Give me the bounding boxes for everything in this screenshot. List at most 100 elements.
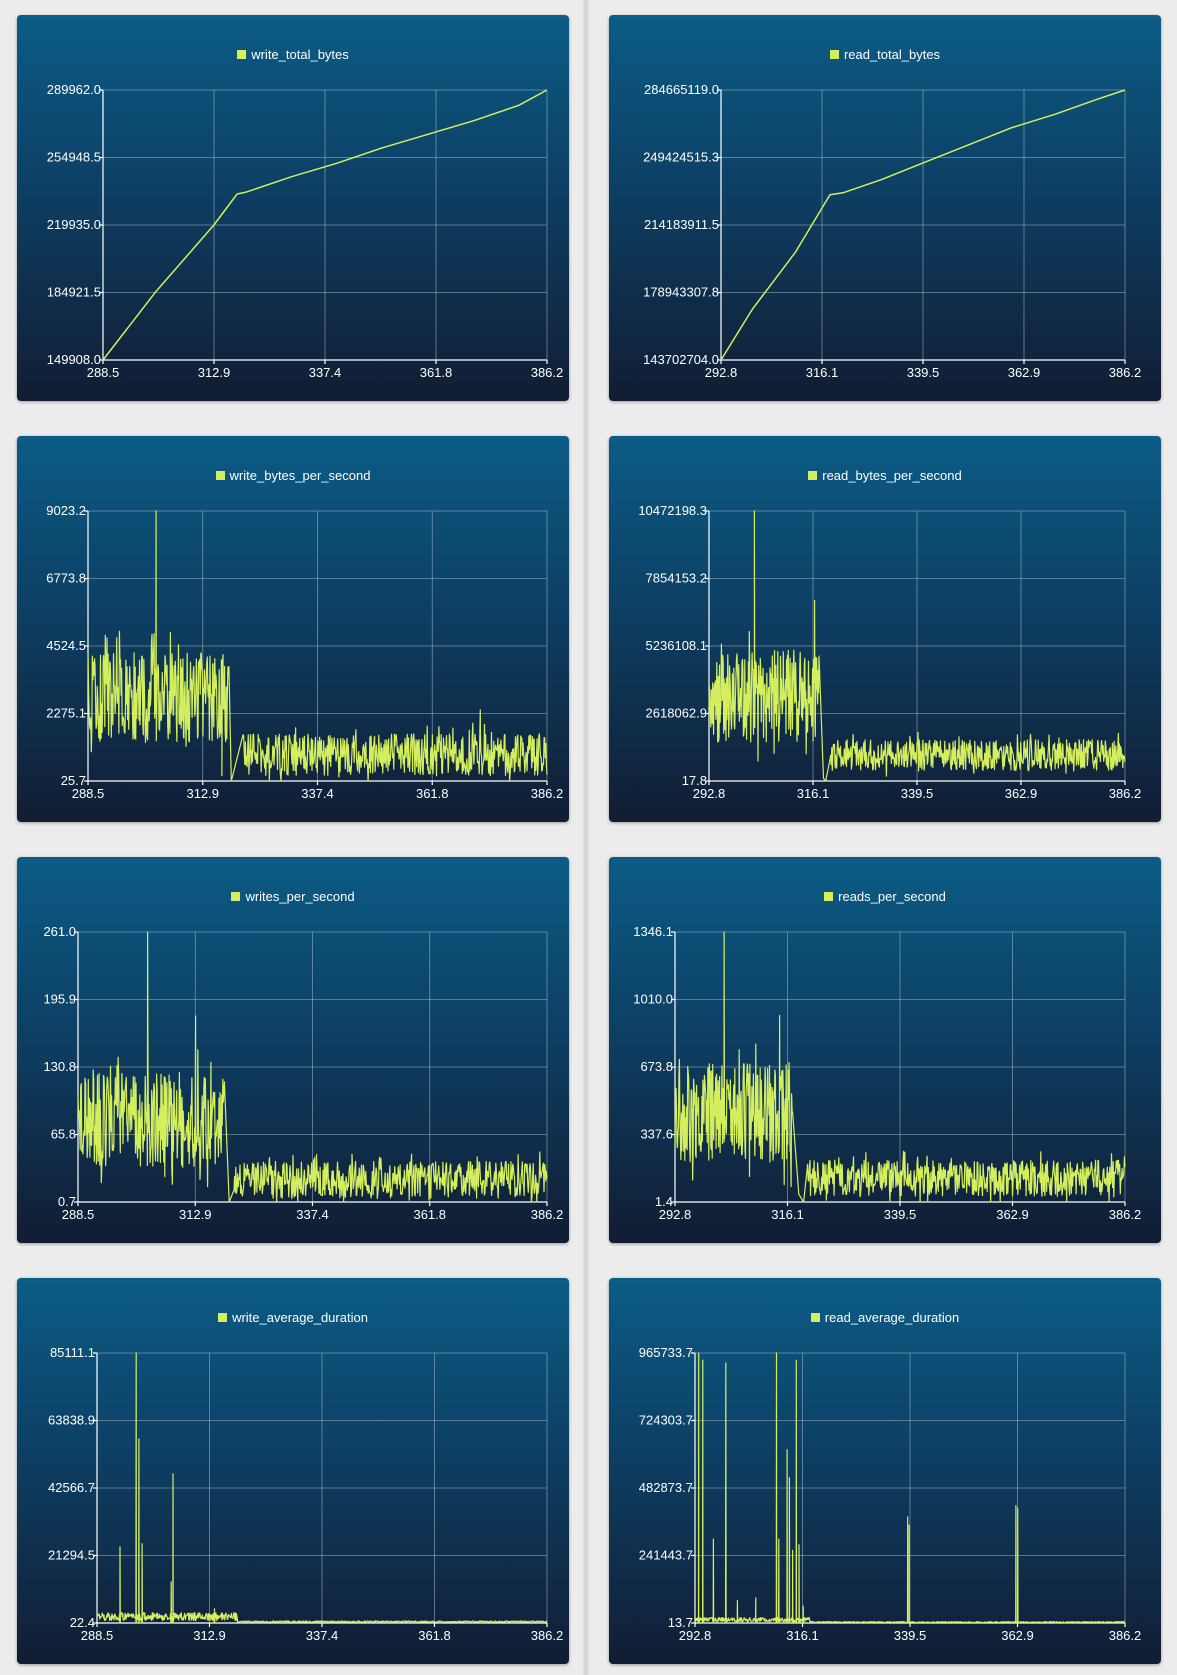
chart-plot: 17.8 2618062.9 5236108.1 7854153.2 10472198.…	[638, 503, 1142, 801]
y-tick-label: 85111.1	[50, 1345, 95, 1360]
x-tick-label: 288.5	[81, 1628, 114, 1643]
x-tick-label: 386.2	[1109, 786, 1142, 801]
chart-plot: 13.7 241443.7 482873.7 724303.7 965733.7 292.…	[639, 1345, 1142, 1643]
legend-swatch-icon	[810, 1313, 820, 1322]
y-tick-label: 482873.7	[639, 1480, 693, 1495]
legend-swatch-icon	[808, 471, 818, 480]
series-line-read_bytes_per_second	[708, 510, 1126, 782]
chart-legend: writes_per_second	[17, 889, 569, 905]
chart-card-read-bytes-per-second: read_bytes_per_second 17.8 2618062.9 52361…	[609, 436, 1161, 822]
x-tick-label: 316.1	[786, 1628, 819, 1643]
legend-swatch-icon	[824, 892, 834, 901]
series-line-write_total_bytes	[102, 89, 548, 361]
series-line-write_average_duration	[96, 1352, 548, 1624]
chart-legend: reads_per_second	[609, 889, 1161, 905]
chart-plot: 25.7 2275.1 4524.5 6773.8 9023.2 288.5 312.9 33…	[46, 503, 564, 801]
y-tick-label: 13.7	[668, 1615, 693, 1630]
chart-card-reads-per-second: reads_per_second 1.4 337.6 673.8 1010.0 1346…	[609, 857, 1161, 1243]
legend-swatch-icon	[218, 1313, 228, 1322]
chart-card-writes-per-second: writes_per_second 0.7 65.8 130.8 195.9 261.0…	[17, 857, 569, 1243]
chart-card-write-average-duration: write_average_duration 22.4 21294.5 42566.…	[17, 1278, 569, 1664]
x-tick-label: 362.9	[1008, 365, 1041, 380]
legend-label: writes_per_second	[245, 889, 355, 904]
chart-card-read-average-duration: read_average_duration 13.7 241443.7 482873…	[609, 1278, 1161, 1664]
x-tick-label: 312.9	[179, 1207, 212, 1222]
series-line-write_bytes_per_second	[87, 510, 548, 782]
series-line-read_average_duration	[694, 1352, 1126, 1624]
x-tick-label: 312.9	[193, 1628, 226, 1643]
legend-swatch-icon	[215, 471, 225, 480]
chart-legend: write_average_duration	[17, 1310, 569, 1326]
y-tick-label: 21294.5	[48, 1548, 95, 1563]
y-tick-label: 1.4	[655, 1194, 673, 1209]
chart-legend: write_total_bytes	[17, 47, 569, 63]
x-tick-label: 337.4	[309, 365, 342, 380]
chart-plot: 143702704.0 178943307.8 214183911.5 2494245…	[643, 82, 1141, 380]
x-tick-label: 288.5	[72, 786, 105, 801]
x-tick-label: 362.9	[1005, 786, 1038, 801]
y-tick-label: 149908.0	[47, 352, 101, 367]
chart-legend: read_average_duration	[609, 1310, 1161, 1326]
y-tick-label: 178943307.8	[643, 285, 719, 300]
x-tick-label: 292.8	[693, 786, 726, 801]
x-tick-label: 362.9	[1001, 1628, 1034, 1643]
y-tick-label: 1010.0	[633, 992, 673, 1007]
x-tick-label: 292.8	[659, 1207, 692, 1222]
series-line-reads_per_second	[674, 931, 1126, 1203]
x-tick-label: 361.8	[416, 786, 449, 801]
x-tick-label: 312.9	[186, 786, 219, 801]
x-tick-label: 339.5	[901, 786, 934, 801]
y-tick-label: 130.8	[43, 1059, 76, 1074]
legend-swatch-icon	[829, 50, 839, 59]
x-tick-label: 288.5	[87, 365, 120, 380]
x-tick-label: 312.9	[198, 365, 231, 380]
x-tick-label: 386.2	[531, 1207, 564, 1222]
x-tick-label: 316.1	[806, 365, 839, 380]
y-tick-label: 214183911.5	[644, 217, 719, 232]
y-tick-label: 219935.0	[47, 217, 101, 232]
chart-plot: 0.7 65.8 130.8 195.9 261.0 288.5 312.9 337.4 361…	[43, 924, 564, 1222]
y-tick-label: 337.6	[640, 1127, 673, 1142]
y-tick-label: 965733.7	[639, 1345, 693, 1360]
x-tick-label: 339.5	[894, 1628, 927, 1643]
legend-label: write_average_duration	[232, 1310, 368, 1325]
x-tick-label: 362.9	[996, 1207, 1029, 1222]
x-tick-label: 292.8	[679, 1628, 712, 1643]
y-tick-label: 10472198.3	[638, 503, 707, 518]
x-tick-label: 288.5	[62, 1207, 95, 1222]
legend-label: reads_per_second	[838, 889, 946, 904]
chart-card-write-bytes-per-second: write_bytes_per_second 25.7 2275.1 4524.5 6…	[17, 436, 569, 822]
x-tick-label: 316.1	[797, 786, 830, 801]
y-tick-label: 22.4	[70, 1615, 95, 1630]
legend-label: write_bytes_per_second	[229, 468, 371, 483]
y-tick-label: 249424515.3	[643, 150, 719, 165]
y-tick-label: 25.7	[61, 773, 86, 788]
x-tick-label: 339.5	[907, 365, 940, 380]
y-tick-label: 284665119.0	[644, 82, 719, 97]
chart-legend: write_bytes_per_second	[17, 468, 569, 484]
x-tick-label: 386.2	[1109, 1628, 1142, 1643]
y-tick-label: 254948.5	[47, 150, 101, 165]
x-tick-label: 339.5	[884, 1207, 917, 1222]
x-tick-label: 337.4	[306, 1628, 339, 1643]
x-tick-label: 316.1	[771, 1207, 804, 1222]
chart-plot: 1.4 337.6 673.8 1010.0 1346.1 292.8 316.1 339.5…	[633, 924, 1141, 1222]
legend-label: read_total_bytes	[843, 47, 941, 62]
chart-plot: 22.4 21294.5 42566.7 63838.9 85111.1 288.5 312…	[48, 1345, 563, 1643]
y-tick-label: 143702704.0	[643, 352, 719, 367]
x-tick-label: 337.4	[301, 786, 334, 801]
legend-label: read_bytes_per_second	[822, 468, 962, 483]
x-tick-label: 386.2	[531, 365, 564, 380]
x-tick-label: 386.2	[531, 786, 564, 801]
y-tick-label: 5236108.1	[646, 638, 707, 653]
y-tick-label: 6773.8	[46, 571, 86, 586]
legend-label: write_total_bytes	[251, 47, 349, 62]
y-tick-label: 2618062.9	[646, 706, 707, 721]
y-tick-label: 63838.9	[48, 1413, 95, 1428]
y-tick-label: 42566.7	[48, 1480, 95, 1495]
y-tick-label: 7854153.2	[646, 571, 707, 586]
x-tick-label: 337.4	[296, 1207, 329, 1222]
y-tick-label: 65.8	[51, 1127, 76, 1142]
legend-label: read_average_duration	[824, 1310, 960, 1325]
chart-legend: read_bytes_per_second	[609, 468, 1161, 484]
